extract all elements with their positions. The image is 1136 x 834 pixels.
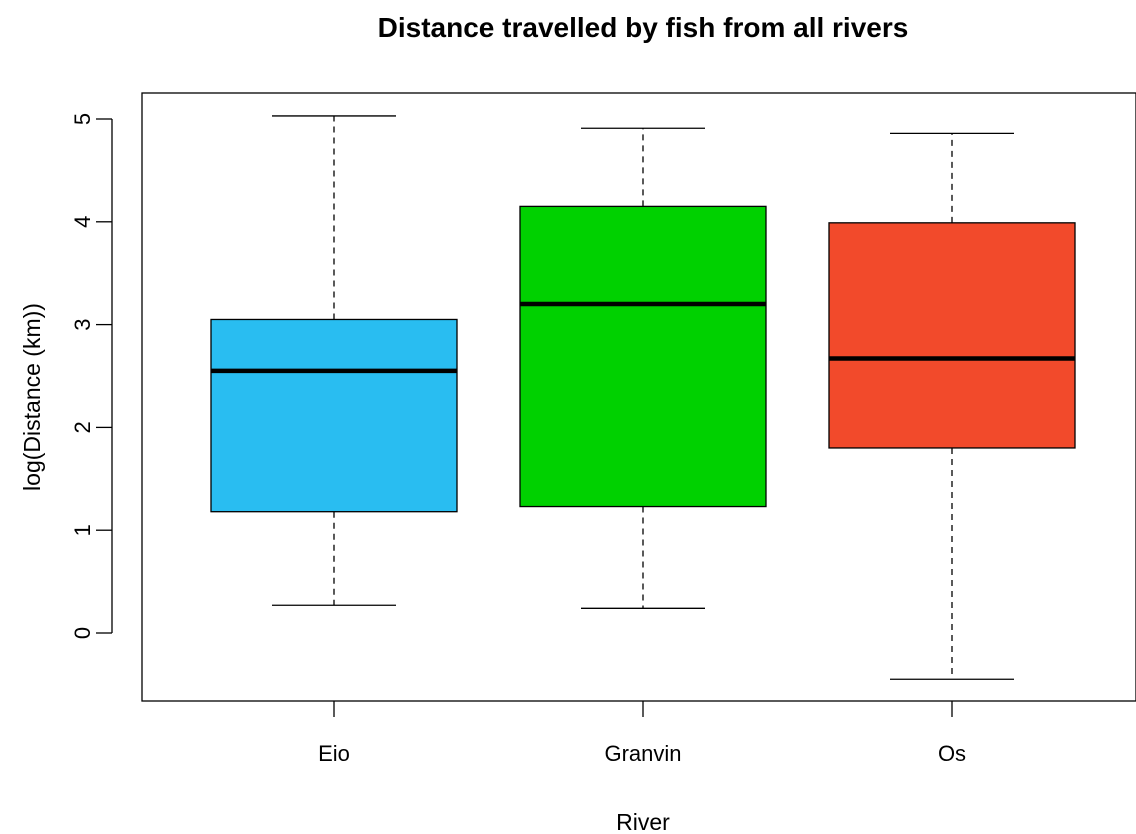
chart-title: Distance travelled by fish from all rive…: [378, 12, 909, 43]
y-axis: 0 1 2 3 4 5: [70, 113, 113, 639]
x-axis-label: River: [616, 809, 670, 834]
box-os: [828, 222, 1076, 449]
box-group-granvin: [519, 127, 767, 609]
y-tick-label-0: 0: [70, 627, 95, 639]
y-tick-label-2: 2: [70, 421, 95, 433]
plot-frame: [141, 92, 1136, 702]
y-tick-label-4: 4: [70, 216, 95, 228]
box-eio: [210, 318, 458, 513]
y-tick-label-5: 5: [70, 113, 95, 125]
box-group-os: [828, 132, 1076, 680]
y-tick-label-1: 1: [70, 524, 95, 536]
box-group-eio: [210, 115, 458, 606]
y-tick-label-3: 3: [70, 318, 95, 330]
x-tick-label-granvin: Granvin: [604, 741, 681, 766]
boxes-layer: [210, 115, 1076, 680]
x-tick-label-eio: Eio: [318, 741, 350, 766]
x-tick-label-os: Os: [938, 741, 966, 766]
box-granvin: [519, 205, 767, 508]
x-axis: Eio Granvin Os: [318, 701, 966, 766]
y-axis-label: log(Distance (km)): [19, 303, 45, 491]
